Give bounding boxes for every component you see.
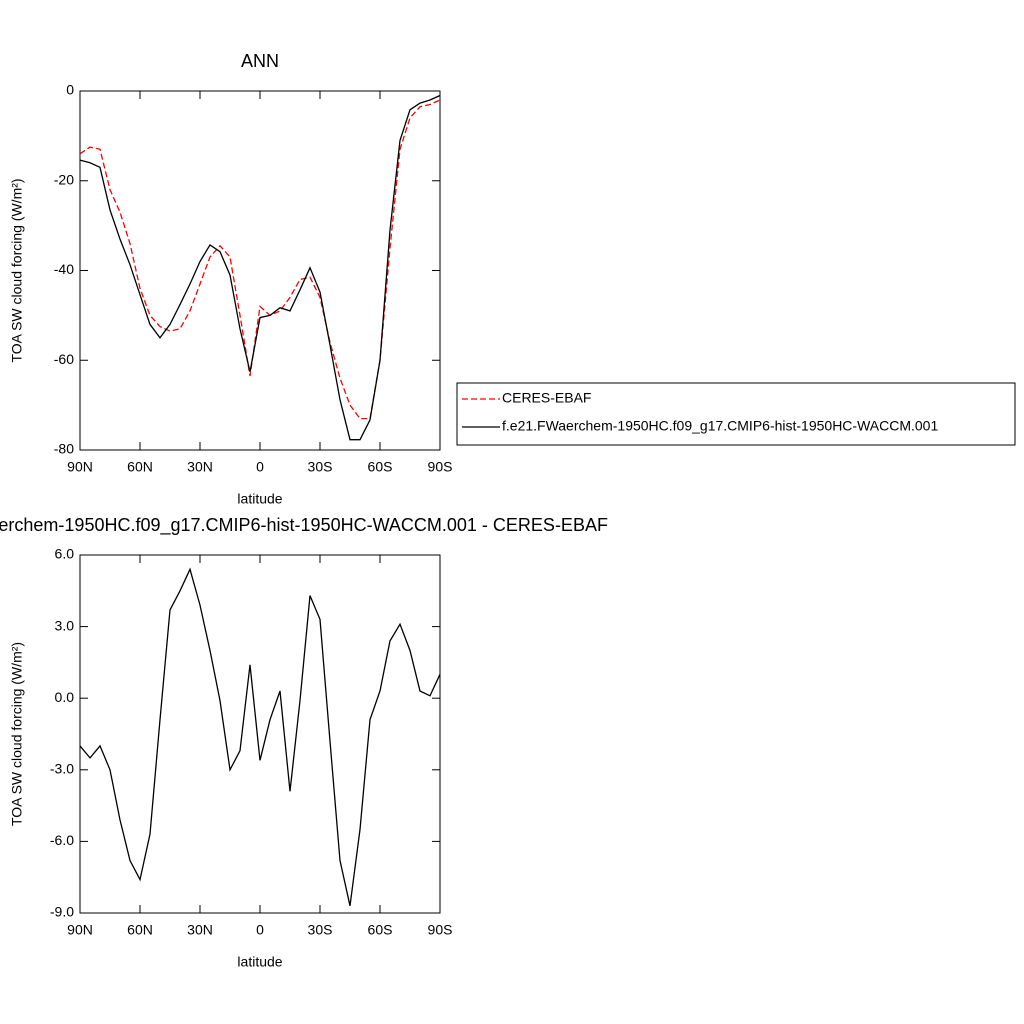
- legend-box: [456, 382, 1016, 446]
- x-tick-label: 90N: [67, 459, 93, 475]
- x-axis-label: latitude: [237, 954, 282, 970]
- x-tick-label: 90N: [67, 922, 93, 938]
- series-line: [79, 99, 441, 420]
- series-line: [79, 567, 441, 906]
- y-tick-label: -40: [54, 261, 74, 277]
- y-axis-label: TOA SW cloud forcing (W/m²): [9, 178, 25, 362]
- y-tick-label: -80: [54, 441, 74, 457]
- x-tick-label: 30S: [308, 459, 333, 475]
- x-tick-label: 30S: [308, 922, 333, 938]
- y-tick-label: 0: [66, 82, 74, 98]
- x-tick-label: 0: [256, 922, 264, 938]
- plot-frame: [79, 554, 441, 914]
- legend-label: f.e21.FWaerchem-1950HC.f09_g17.CMIP6-his…: [502, 418, 938, 434]
- series-line: [79, 94, 441, 441]
- plot-frame: [79, 90, 441, 451]
- legend: CERES-EBAF f.e21.FWaerchem-1950HC.f09_g17…: [456, 382, 1016, 446]
- y-tick-label: -6.0: [50, 832, 74, 848]
- y-tick-label: 6.0: [55, 546, 75, 562]
- chart-title: ANN: [241, 51, 279, 71]
- x-tick-label: 90S: [428, 922, 453, 938]
- legend-label: CERES-EBAF: [502, 390, 591, 406]
- y-tick-label: 3.0: [55, 617, 75, 633]
- x-axis-label: latitude: [237, 491, 282, 507]
- x-tick-label: 60S: [368, 922, 393, 938]
- y-tick-label: 0.0: [55, 689, 75, 705]
- y-tick-label: -9.0: [50, 904, 74, 920]
- x-tick-label: 60S: [368, 459, 393, 475]
- x-tick-label: 30N: [187, 459, 213, 475]
- x-tick-label: 30N: [187, 922, 213, 938]
- y-tick-label: -20: [54, 171, 74, 187]
- y-axis-label: TOA SW cloud forcing (W/m²): [9, 642, 25, 826]
- y-tick-label: -3.0: [50, 761, 74, 777]
- x-tick-label: 60N: [127, 922, 153, 938]
- chart-title: f.e21.FWaerchem-1950HC.f09_g17.CMIP6-his…: [0, 515, 608, 536]
- x-tick-label: 60N: [127, 459, 153, 475]
- x-tick-label: 90S: [428, 459, 453, 475]
- x-tick-label: 0: [256, 459, 264, 475]
- y-tick-label: -60: [54, 351, 74, 367]
